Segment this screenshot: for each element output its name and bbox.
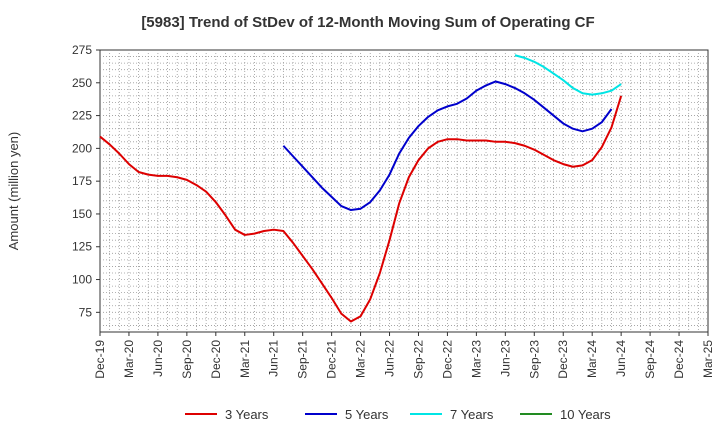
y-tick-label: 250 bbox=[72, 76, 92, 90]
legend-label: 10 Years bbox=[560, 407, 611, 422]
x-tick-label: Dec-23 bbox=[556, 340, 570, 379]
y-tick-label: 225 bbox=[72, 109, 92, 123]
y-axis: 75 100 125 150 175 200 225 250 275 bbox=[72, 43, 100, 319]
x-tick-label: Dec-19 bbox=[93, 340, 107, 379]
x-tick-label: Sep-20 bbox=[180, 340, 194, 379]
y-tick-label: 100 bbox=[72, 273, 92, 287]
series-lines bbox=[99, 54, 623, 323]
x-tick-label: Jun-21 bbox=[267, 340, 281, 377]
series-line-3-years bbox=[99, 95, 623, 323]
x-tick-label: Sep-24 bbox=[643, 340, 657, 379]
x-tick-label: Jun-24 bbox=[614, 340, 628, 377]
x-tick-label: Jun-20 bbox=[151, 340, 165, 377]
x-tick-label: Dec-21 bbox=[325, 340, 339, 379]
x-tick-label: Mar-21 bbox=[238, 340, 252, 378]
chart-title: [5983] Trend of StDev of 12-Month Moving… bbox=[141, 14, 594, 31]
series-line-7-years bbox=[514, 54, 622, 96]
x-tick-label: Jun-23 bbox=[498, 340, 512, 377]
series-line-5-years bbox=[282, 80, 613, 212]
y-axis-label: Amount (million yen) bbox=[6, 132, 21, 251]
y-tick-label: 175 bbox=[72, 174, 92, 188]
x-tick-label: Sep-23 bbox=[527, 340, 541, 379]
y-tick-label: 75 bbox=[79, 305, 93, 319]
legend-label: 7 Years bbox=[450, 407, 494, 422]
x-tick-label: Mar-20 bbox=[122, 340, 136, 378]
legend-label: 5 Years bbox=[345, 407, 389, 422]
x-axis: Dec-19 Mar-20 Jun-20 Sep-20 Dec-20 Mar-21 Jun-… bbox=[93, 332, 715, 379]
x-tick-label: Dec-20 bbox=[209, 340, 223, 379]
x-tick-label: Sep-21 bbox=[296, 340, 310, 379]
x-tick-label: Dec-24 bbox=[672, 340, 686, 379]
y-tick-label: 125 bbox=[72, 240, 92, 254]
x-tick-label: Mar-23 bbox=[469, 340, 483, 378]
x-tick-label: Mar-24 bbox=[585, 340, 599, 378]
y-tick-label: 200 bbox=[72, 141, 92, 155]
x-tick-label: Jun-22 bbox=[383, 340, 397, 377]
x-tick-label: Sep-22 bbox=[411, 340, 425, 379]
x-tick-label: Mar-22 bbox=[354, 340, 368, 378]
x-tick-label: Mar-25 bbox=[701, 340, 715, 378]
legend-label: 3 Years bbox=[225, 407, 269, 422]
y-tick-label: 275 bbox=[72, 43, 92, 57]
x-tick-label: Dec-22 bbox=[440, 340, 454, 379]
legend: 3 Years 5 Years 7 Years 10 Years bbox=[185, 407, 611, 422]
y-tick-label: 150 bbox=[72, 207, 92, 221]
